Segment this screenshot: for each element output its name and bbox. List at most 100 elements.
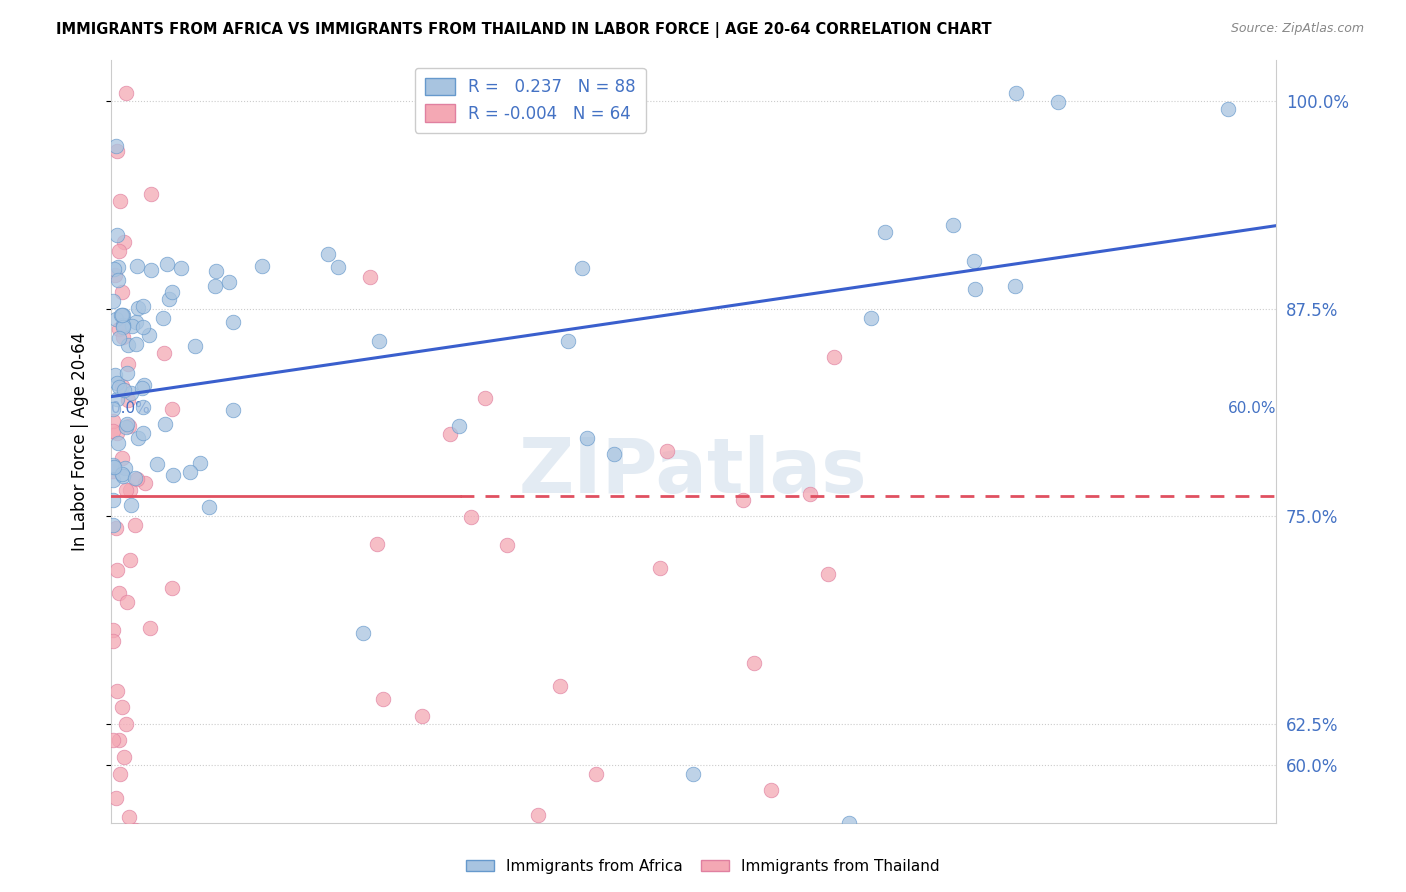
Point: [101, 733, 124, 747]
Point: [105, 139, 128, 153]
Point: [860, 311, 883, 326]
Point: [111, 467, 134, 482]
Y-axis label: In Labor Force | Age 20-64: In Labor Force | Age 20-64: [72, 332, 89, 551]
Text: Source: ZipAtlas.com: Source: ZipAtlas.com: [1230, 22, 1364, 36]
Point: [108, 331, 131, 345]
Point: [105, 683, 128, 698]
Point: [105, 563, 128, 577]
Point: [411, 708, 433, 723]
Point: [742, 656, 765, 670]
Point: [104, 268, 127, 283]
Point: [107, 435, 129, 450]
Point: [117, 357, 139, 371]
Point: [121, 319, 143, 334]
Point: [648, 561, 671, 575]
Point: [118, 418, 141, 433]
Point: [115, 483, 138, 497]
Point: [179, 466, 201, 480]
Point: [366, 537, 388, 551]
Point: [104, 368, 127, 383]
Point: [838, 816, 860, 830]
Point: [112, 235, 135, 250]
Point: [111, 451, 134, 466]
Point: [103, 459, 125, 474]
Point: [124, 471, 146, 485]
Point: [105, 425, 128, 440]
Point: [107, 244, 129, 258]
Point: [127, 301, 149, 316]
Point: [107, 733, 129, 747]
Point: [942, 218, 965, 232]
Point: [162, 581, 184, 595]
Point: [326, 260, 349, 274]
Point: [111, 309, 134, 323]
Point: [111, 318, 134, 332]
Point: [439, 426, 461, 441]
Point: [222, 315, 245, 329]
Point: [731, 493, 754, 508]
Point: [120, 386, 142, 401]
Point: [170, 260, 193, 275]
Point: [115, 417, 138, 431]
Point: [162, 468, 184, 483]
Point: [124, 822, 146, 837]
Point: [114, 461, 136, 475]
Point: [105, 376, 128, 390]
Point: [117, 392, 139, 407]
Point: [101, 424, 124, 438]
Point: [101, 633, 124, 648]
Point: [585, 766, 607, 780]
Point: [132, 320, 155, 334]
Point: [449, 419, 471, 434]
Point: [111, 285, 134, 299]
Point: [101, 293, 124, 308]
Point: [115, 420, 138, 434]
Point: [115, 366, 138, 380]
Point: [112, 750, 135, 764]
Point: [1216, 103, 1239, 117]
Point: [107, 380, 129, 394]
Point: [146, 457, 169, 471]
Point: [222, 403, 245, 417]
Point: [153, 417, 176, 432]
Point: [105, 227, 128, 242]
Point: [352, 625, 374, 640]
Text: 60.0%: 60.0%: [1227, 401, 1277, 416]
Point: [110, 308, 132, 322]
Point: [105, 392, 128, 406]
Point: [115, 86, 138, 100]
Point: [101, 464, 124, 478]
Point: [111, 700, 134, 714]
Point: [131, 299, 153, 313]
Point: [157, 292, 180, 306]
Point: [316, 246, 339, 260]
Point: [103, 262, 125, 277]
Point: [799, 487, 821, 501]
Point: [127, 431, 149, 445]
Point: [460, 510, 482, 524]
Point: [162, 401, 184, 416]
Point: [115, 595, 138, 609]
Point: [152, 311, 174, 326]
Point: [131, 381, 153, 395]
Point: [603, 447, 626, 461]
Text: 0.0%: 0.0%: [111, 401, 149, 416]
Point: [101, 624, 124, 638]
Point: [139, 262, 162, 277]
Point: [105, 311, 128, 326]
Point: [105, 144, 128, 158]
Point: [576, 431, 599, 445]
Point: [107, 273, 129, 287]
Point: [124, 517, 146, 532]
Point: [103, 460, 125, 475]
Point: [198, 500, 221, 515]
Point: [963, 282, 986, 296]
Point: [101, 458, 124, 472]
Point: [125, 472, 148, 486]
Point: [188, 456, 211, 470]
Point: [655, 444, 678, 458]
Point: [204, 279, 226, 293]
Point: [963, 254, 986, 268]
Point: [101, 517, 124, 532]
Point: [111, 379, 134, 393]
